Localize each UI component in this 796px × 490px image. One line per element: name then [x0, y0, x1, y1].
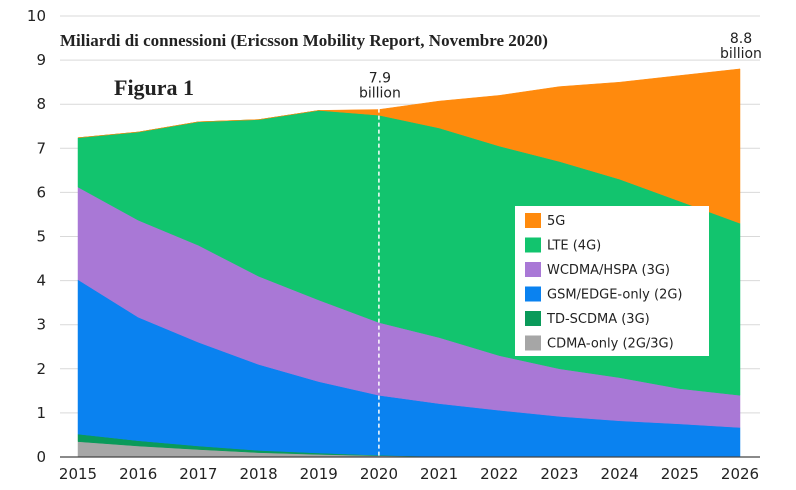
x-tick-label: 2016 [119, 465, 157, 483]
x-tick-label: 2018 [239, 465, 277, 483]
legend-box [515, 206, 709, 356]
annotation-value: 8.8 [730, 31, 752, 47]
legend-label: GSM/EDGE-only (2G) [547, 288, 682, 303]
y-tick-label: 10 [27, 7, 46, 25]
legend-swatch [525, 213, 541, 228]
legend-swatch [525, 286, 541, 302]
y-tick-label: 9 [36, 51, 46, 69]
x-tick-label: 2021 [420, 465, 458, 483]
x-tick-label: 2025 [661, 465, 699, 483]
legend-label: TD-SCDMA (3G) [546, 312, 650, 327]
chart-title: Miliardi di connessioni (Ericsson Mobili… [60, 31, 548, 50]
legend: 5G LTE (4G) WCDMA/HSPA (3G) GSM/EDGE-only (… [515, 206, 709, 356]
figure-label: Figura 1 [114, 75, 194, 100]
annotation-unit: billion [359, 86, 401, 102]
y-tick-label: 6 [36, 183, 46, 201]
annotation-unit: billion [720, 46, 762, 62]
legend-swatch [525, 262, 541, 277]
x-tick-label: 2015 [59, 465, 97, 483]
x-tick-label: 2020 [360, 465, 398, 483]
x-tick-label: 2023 [540, 465, 578, 483]
y-tick-label: 7 [36, 139, 46, 157]
y-tick-label: 0 [36, 448, 46, 466]
legend-label: 5G [547, 214, 565, 229]
axes: 0 1 2 3 4 5 6 7 8 9 10 2015 2016 2017 2018 2019 2020 2021… [27, 7, 760, 483]
y-tick-label: 8 [36, 95, 46, 113]
y-tick-label: 3 [36, 316, 46, 334]
x-tick-label: 2019 [300, 465, 338, 483]
x-tick-label: 2024 [601, 465, 639, 483]
legend-swatch [525, 335, 541, 351]
x-tick-label: 2017 [179, 465, 217, 483]
y-tick-label: 4 [36, 272, 46, 290]
area-5g [77, 68, 741, 224]
y-tick-label: 5 [36, 228, 46, 246]
legend-swatch [525, 237, 541, 253]
annotation-value: 7.9 [369, 71, 391, 87]
y-tick-label: 1 [36, 404, 46, 422]
x-tick-label: 2026 [721, 465, 759, 483]
legend-swatch [525, 311, 541, 326]
legend-label: CDMA-only (2G/3G) [547, 337, 674, 352]
legend-label: WCDMA/HSPA (3G) [547, 263, 670, 278]
x-tick-label: 2022 [480, 465, 518, 483]
y-tick-label: 2 [36, 360, 46, 378]
legend-label: LTE (4G) [547, 239, 601, 254]
